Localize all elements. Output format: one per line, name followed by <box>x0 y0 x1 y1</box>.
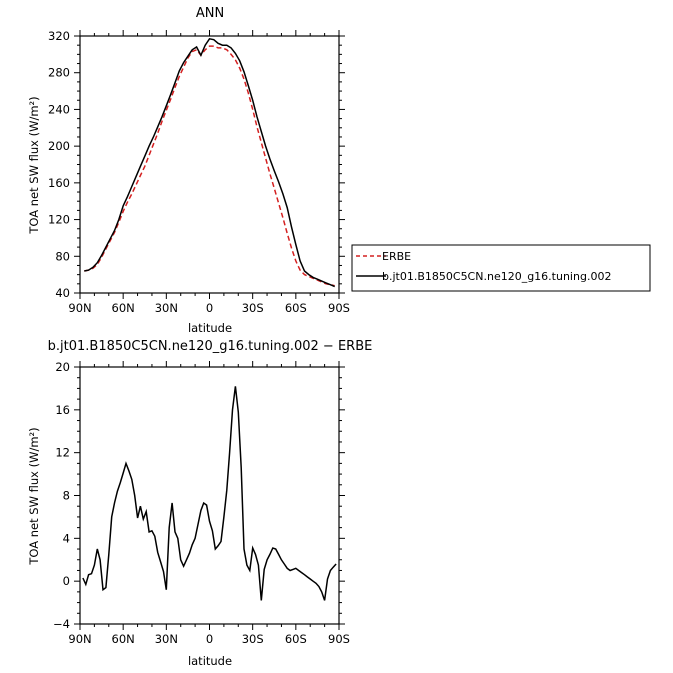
x-tick-label: 90N <box>68 632 91 646</box>
y-tick-label: 4 <box>63 531 70 545</box>
y-tick-label: 160 <box>48 176 70 190</box>
x-tick-label: 90S <box>328 632 350 646</box>
y-tick-label: 20 <box>55 360 70 374</box>
x-tick-label: 30S <box>242 632 264 646</box>
chart2-title: b.jt01.B1850C5CN.ne120_g16.tuning.002 − … <box>48 339 373 354</box>
x-tick-label: 30N <box>155 301 178 315</box>
x-tick-label: 30N <box>155 632 178 646</box>
legend-box <box>351 244 651 292</box>
chart2-x-ticks: 90N 60N 30N 0 30S 60S 90S <box>68 361 350 646</box>
series-line-erbe <box>84 45 335 287</box>
chart1-series <box>84 37 336 288</box>
chart2-y-ticks: −4 0 4 8 12 16 20 <box>53 360 345 631</box>
x-tick-label: 60S <box>285 632 307 646</box>
y-tick-label: 280 <box>48 66 70 80</box>
y-tick-label: 0 <box>63 574 70 588</box>
y-tick-label: 40 <box>55 286 70 300</box>
y-tick-label: 16 <box>55 403 70 417</box>
x-tick-label: 60N <box>112 632 135 646</box>
chart2-plot-frame <box>79 366 340 625</box>
y-tick-label: 200 <box>48 139 70 153</box>
chart1-title: ANN <box>196 6 224 21</box>
panel-bottom: b.jt01.B1850C5CN.ne120_g16.tuning.002 − … <box>27 339 372 668</box>
chart1-legend: ERBE b.jt01.B1850C5CN.ne120_g16.tuning.0… <box>351 244 651 292</box>
chart1-plot-frame <box>79 35 340 294</box>
series-line-model <box>84 37 336 288</box>
legend-label-erbe: ERBE <box>382 250 411 263</box>
chart1-x-ticks: 90N 60N 30N 0 30S 60S 90S <box>68 30 350 315</box>
x-tick-label: 30S <box>242 301 264 315</box>
panel-top: ANN 90N 60N 30N 0 30S 60S 90S 40 80 120 160 200 240… <box>27 6 350 335</box>
y-tick-label: 240 <box>48 102 70 116</box>
x-tick-label: 0 <box>206 301 213 315</box>
series-line-difference <box>82 386 337 601</box>
x-tick-label: 90N <box>68 301 91 315</box>
y-tick-label: 8 <box>63 489 70 503</box>
y-tick-label: −4 <box>53 617 70 631</box>
x-tick-label: 0 <box>206 632 213 646</box>
chart1-y-ticks: 40 80 120 160 200 240 280 320 <box>48 29 345 300</box>
chart2-x-axis-title: latitude <box>188 654 232 668</box>
y-tick-label: 80 <box>55 249 70 263</box>
x-tick-label: 60N <box>112 301 135 315</box>
chart1-x-axis-title: latitude <box>188 321 232 335</box>
chart2-series <box>82 386 337 601</box>
legend-label-model: b.jt01.B1850C5CN.ne120_g16.tuning.002 <box>382 270 611 283</box>
x-tick-label: 90S <box>328 301 350 315</box>
chart2-y-axis-title: TOA net SW flux (W/m²) <box>27 427 41 565</box>
x-tick-label: 60S <box>285 301 307 315</box>
y-tick-label: 12 <box>55 446 70 460</box>
y-tick-label: 320 <box>48 29 70 43</box>
y-tick-label: 120 <box>48 213 70 227</box>
chart1-y-axis-title: TOA net SW flux (W/m²) <box>27 96 41 234</box>
